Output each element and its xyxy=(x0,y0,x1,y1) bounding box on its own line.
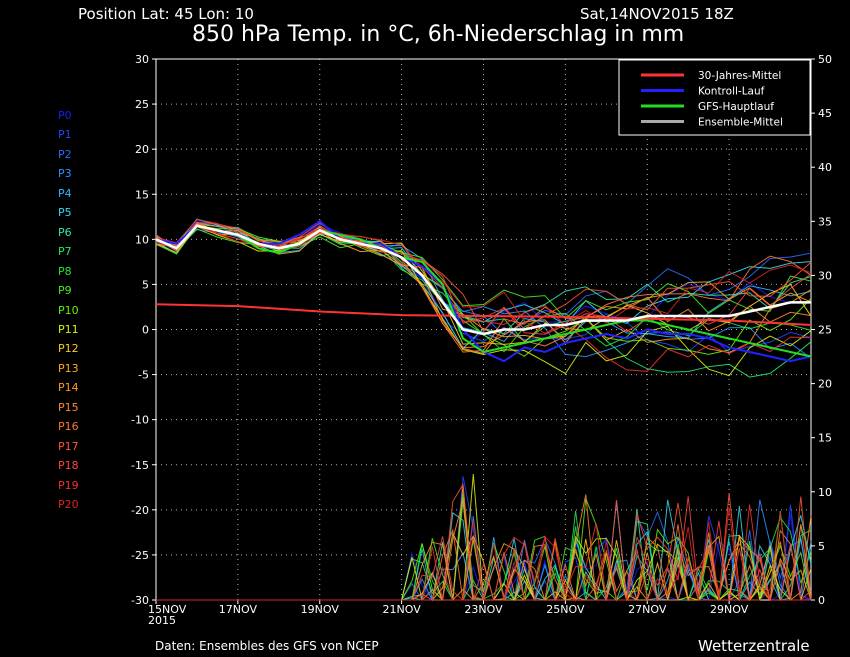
member-label-p17: P17 xyxy=(58,439,79,453)
y-right-tick-label: 15 xyxy=(818,432,832,445)
y-right-tick-label: 5 xyxy=(818,540,825,553)
y-left-tick-label: 30 xyxy=(135,53,149,66)
brand-label: Wetterzentrale xyxy=(698,637,810,655)
member-label-p14: P14 xyxy=(58,381,79,395)
member-label-p20: P20 xyxy=(58,498,79,511)
member-label-p4: P4 xyxy=(58,186,72,200)
member-label-p12: P12 xyxy=(58,342,79,356)
member-label-p16: P16 xyxy=(58,420,79,434)
member-label-p0: P0 xyxy=(58,109,72,122)
legend-label: Kontroll-Lauf xyxy=(698,86,765,98)
member-line-p14 xyxy=(155,223,812,354)
y-right-tick-label: 0 xyxy=(818,594,825,607)
member-line-p13 xyxy=(155,226,812,340)
position-label: Position Lat: 45 Lon: 10 xyxy=(78,5,254,23)
y-left-tick-label: 25 xyxy=(135,98,149,111)
y-right-tick-label: 35 xyxy=(818,215,832,228)
member-label-p15: P15 xyxy=(58,400,79,414)
member-label-p11: P11 xyxy=(58,322,79,336)
y-left-tick-label: 20 xyxy=(135,143,149,156)
y-right-tick-label: 40 xyxy=(818,161,832,174)
member-label-p8: P8 xyxy=(58,264,72,278)
member-label-p10: P10 xyxy=(58,303,79,317)
series-line-30-jahres-mittel xyxy=(155,303,812,326)
y-left-tick-label: 10 xyxy=(135,233,149,246)
data-source-label: Daten: Ensembles des GFS von NCEP xyxy=(155,639,379,653)
y-right-tick-label: 30 xyxy=(818,269,832,282)
series-line-ensemble-mittel xyxy=(155,224,811,336)
member-label-p3: P3 xyxy=(58,167,72,181)
chart-title: 850 hPa Temp. in °C, 6h-Niederschlag in … xyxy=(192,22,685,47)
x-tick-label: 19NOV xyxy=(301,603,340,616)
x-tick-label: 2015 xyxy=(148,614,176,627)
x-tick-label: 27NOV xyxy=(628,603,667,616)
y-left-tick-label: 0 xyxy=(142,324,149,337)
y-left-tick-label: -5 xyxy=(138,369,149,382)
x-tick-label: 29NOV xyxy=(710,603,749,616)
y-left-tick-label: -30 xyxy=(131,594,149,607)
series-line-gfs-hauptlauf xyxy=(155,224,812,358)
member-label-p2: P2 xyxy=(58,147,72,161)
member-label-p18: P18 xyxy=(58,459,79,473)
x-tick-label: 23NOV xyxy=(464,603,503,616)
y-axis-left-labels: 30 25 20 15 10 5 0 -5 -10 -15 -20 -25 -30 xyxy=(131,53,156,607)
main-series-lines xyxy=(155,220,812,363)
precip-line-p20 xyxy=(156,507,811,602)
legend-label: 30-Jahres-Mittel xyxy=(698,70,781,82)
y-left-tick-label: 5 xyxy=(142,278,149,291)
y-left-tick-label: 15 xyxy=(135,188,149,201)
y-left-tick-label: -15 xyxy=(131,459,149,472)
ensemble-member-lines xyxy=(155,218,812,378)
member-line-p11 xyxy=(155,224,812,377)
legend: 30-Jahres-Mittel Kontroll-Lauf GFS-Hauptla… xyxy=(618,59,811,136)
member-label-p19: P19 xyxy=(58,478,79,492)
member-label-p6: P6 xyxy=(58,225,72,239)
x-tick-label: 17NOV xyxy=(219,603,258,616)
member-line-p16 xyxy=(155,222,812,353)
x-tick-label: 21NOV xyxy=(383,603,422,616)
legend-label: Ensemble-Mittel xyxy=(698,117,783,129)
precipitation-lines xyxy=(156,473,812,602)
y-right-tick-label: 45 xyxy=(818,107,832,120)
datetime-label: Sat,14NOV2015 18Z xyxy=(580,5,734,23)
y-right-tick-label: 50 xyxy=(818,53,832,66)
x-tick-label: 25NOV xyxy=(546,603,585,616)
x-tick-label: 15NOV xyxy=(148,603,187,616)
y-right-tick-label: 25 xyxy=(818,324,832,337)
member-label-p13: P13 xyxy=(58,361,79,375)
y-right-tick-label: 20 xyxy=(818,378,832,391)
y-left-tick-label: -20 xyxy=(131,504,149,517)
member-label-p7: P7 xyxy=(58,245,72,259)
member-label-p9: P9 xyxy=(58,284,72,298)
y-left-tick-label: -25 xyxy=(131,549,149,562)
y-left-tick-label: -10 xyxy=(131,414,149,427)
member-label-p5: P5 xyxy=(58,206,72,220)
member-label-p1: P1 xyxy=(58,128,72,142)
legend-label: GFS-Hauptlauf xyxy=(698,101,774,113)
y-right-tick-label: 10 xyxy=(818,486,832,499)
